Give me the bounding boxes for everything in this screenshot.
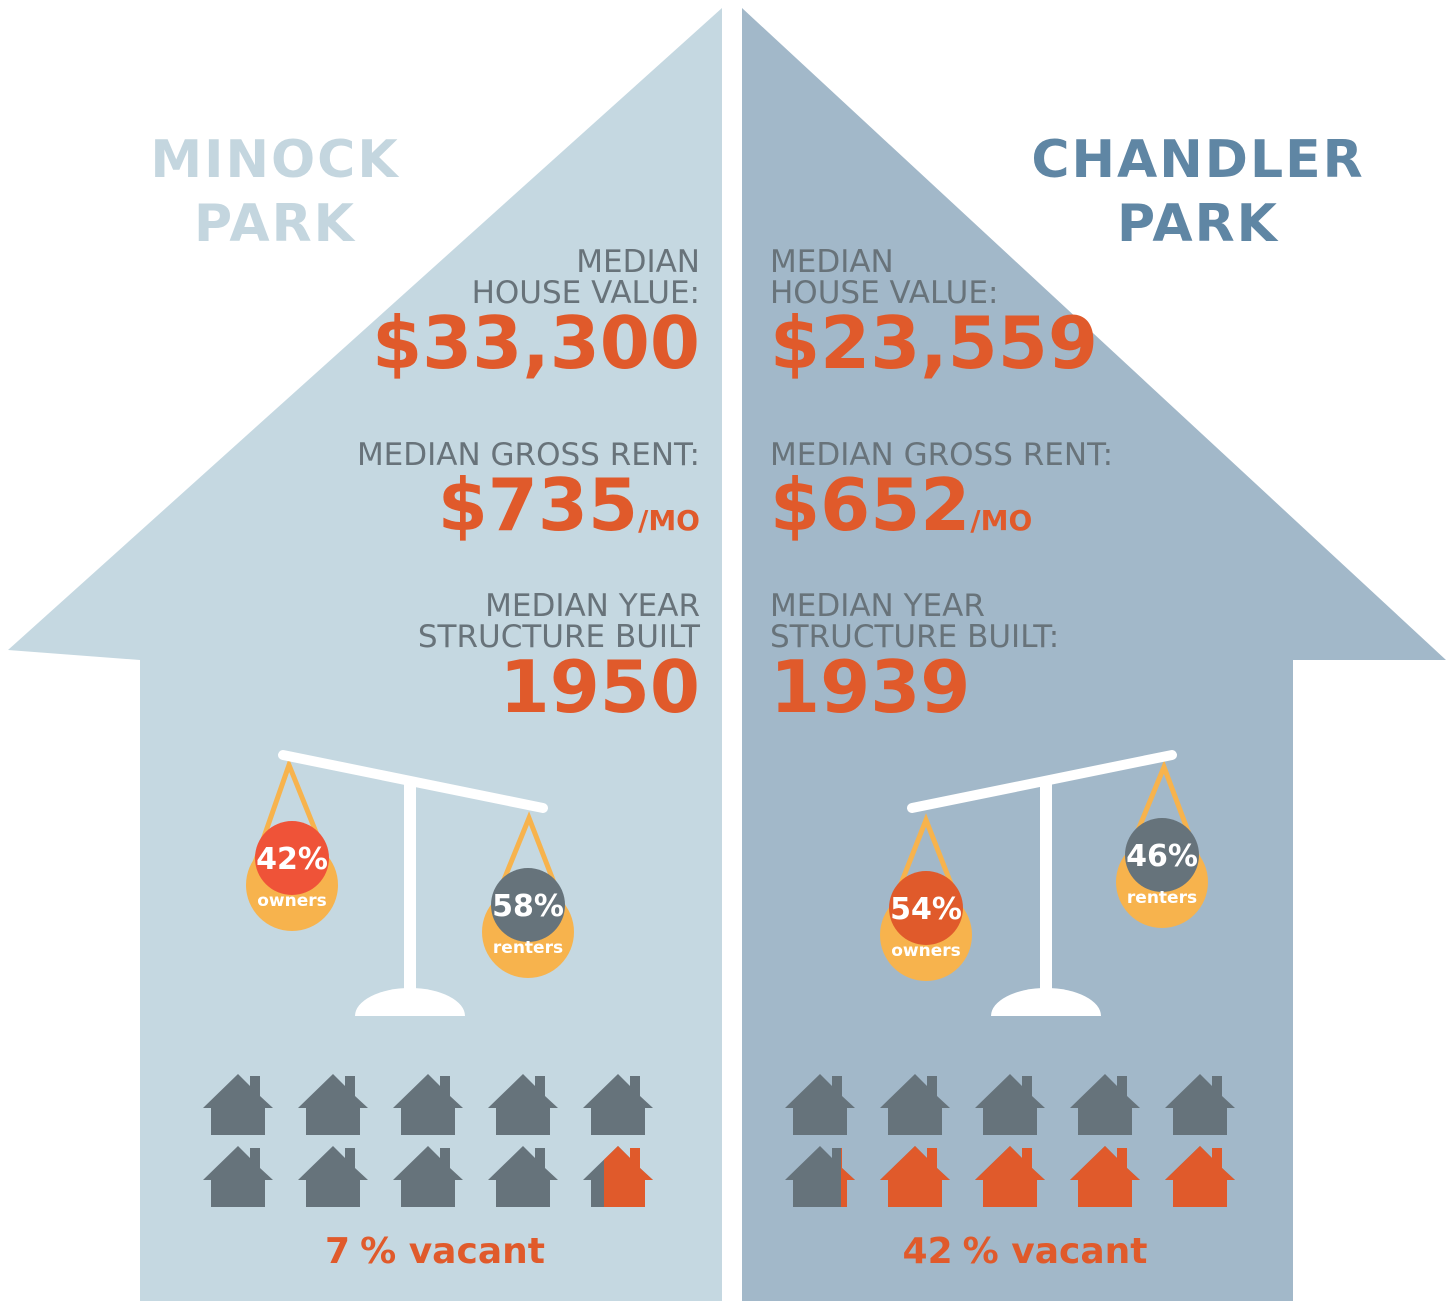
house-icon [1165, 1074, 1235, 1135]
weight [491, 868, 565, 942]
vacancy-label: 42% vacant [903, 1231, 1148, 1272]
rent-unit: /MO [638, 504, 700, 537]
stat-label: MEDIAN YEAR [770, 588, 985, 624]
stat-label: STRUCTURE BUILT [418, 619, 701, 655]
share-value: 54% [890, 892, 962, 927]
share-label: owners [257, 891, 327, 911]
vacant-house-icon [1070, 1146, 1140, 1207]
stat-label: HOUSE VALUE: [472, 275, 700, 311]
vacancy-text: % vacant [360, 1231, 545, 1272]
house-icon [393, 1074, 463, 1135]
share-label: owners [891, 941, 961, 961]
stat-label: MEDIAN [770, 244, 894, 280]
house-icon [488, 1146, 558, 1207]
vacancy-text: % vacant [963, 1231, 1148, 1272]
stat-label: HOUSE VALUE: [770, 275, 998, 311]
scale-beam [278, 750, 548, 813]
house-icon [298, 1074, 368, 1135]
left-house [8, 8, 722, 1301]
share-value: 58% [492, 889, 564, 924]
scale-beam [907, 750, 1177, 813]
stat-label: MEDIAN GROSS RENT: [357, 437, 700, 473]
stat-value: $33,300 [372, 301, 700, 385]
vacant-house-icon [604, 1146, 653, 1207]
neighborhood-title: PARK [194, 194, 356, 254]
vacant-house-icon [1165, 1146, 1235, 1207]
house-icon [975, 1074, 1045, 1135]
house-icon [785, 1146, 855, 1207]
weight [1125, 818, 1199, 892]
stat-label: STRUCTURE BUILT: [770, 619, 1059, 655]
house-icon [203, 1146, 273, 1207]
stat-label: MEDIAN [576, 244, 700, 280]
rent-value: $735 [438, 463, 638, 547]
vacancy-label: 7% vacant [325, 1231, 545, 1272]
rent-unit: /MO [970, 504, 1032, 537]
scale-base [355, 988, 465, 1016]
scale-base [991, 988, 1101, 1016]
stat-value: 1939 [770, 645, 970, 729]
vacancy-value: 7 [325, 1231, 350, 1272]
rent-value: $652 [770, 463, 970, 547]
house-icon [880, 1074, 950, 1135]
share-value: 42% [256, 842, 328, 877]
house-icon [203, 1074, 273, 1135]
vacant-house-icon [880, 1146, 950, 1207]
stat-value: 1950 [500, 645, 700, 729]
stat-value: $735/MO [438, 463, 700, 547]
neighborhood-title: CHANDLER [1031, 130, 1364, 190]
stat-label: MEDIAN GROSS RENT: [770, 437, 1113, 473]
house-icon [785, 1074, 855, 1135]
stat-value: $23,559 [770, 301, 1098, 385]
vacancy-value: 42 [903, 1231, 953, 1272]
share-label: renters [1127, 888, 1197, 908]
vacant-house-icon [841, 1148, 855, 1207]
weight [255, 821, 329, 895]
neighborhood-title: MINOCK [150, 130, 399, 190]
stat-value: $652/MO [770, 463, 1032, 547]
house-icon [393, 1146, 463, 1207]
house-icon [1070, 1074, 1140, 1135]
house-icon [298, 1146, 368, 1207]
house-icon [488, 1074, 558, 1135]
house-icon [583, 1074, 653, 1135]
neighborhood-title: PARK [1117, 194, 1279, 254]
share-value: 46% [1126, 839, 1198, 874]
share-label: renters [493, 938, 563, 958]
weight [889, 871, 963, 945]
stat-label: MEDIAN YEAR [485, 588, 700, 624]
vacant-house-icon [975, 1146, 1045, 1207]
